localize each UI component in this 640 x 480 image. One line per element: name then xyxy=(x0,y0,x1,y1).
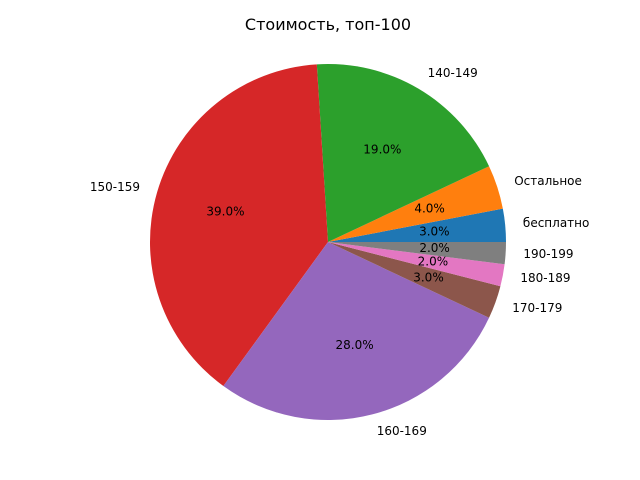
slice-percent-7: 2.0% xyxy=(418,255,449,269)
slice-percent-4: 39.0% xyxy=(206,205,244,219)
slice-label-5: 160-169 xyxy=(377,424,427,438)
slice-label-6: 170-179 xyxy=(512,301,562,315)
pie-slice-4 xyxy=(149,64,328,387)
pie-slice-1 xyxy=(328,208,506,242)
pie-slice-8 xyxy=(328,242,506,265)
slice-percent-1: 3.0% xyxy=(419,224,450,238)
slice-percent-2: 4.0% xyxy=(414,201,445,215)
pie-slice-5 xyxy=(223,242,490,420)
pie-slice-3 xyxy=(316,64,490,243)
pie-slices xyxy=(149,64,506,420)
slice-percent-5: 28.0% xyxy=(335,338,373,352)
pie-slice-7 xyxy=(328,242,505,287)
slice-percent-3: 19.0% xyxy=(363,143,401,157)
pie-slice-6 xyxy=(328,242,501,318)
chart-title: Стоимость, топ-100 xyxy=(245,15,411,34)
slice-label-2: Остальное xyxy=(514,174,582,188)
slice-label-3: 140-149 xyxy=(428,66,478,80)
pie-labels: бесплатно 3.0% Остальное 4.0% 140-149 19.0% 15… xyxy=(90,66,590,438)
slice-percent-6: 3.0% xyxy=(413,271,444,285)
slice-label-4: 150-159 xyxy=(90,180,140,194)
pie-slice-2 xyxy=(328,166,503,242)
slice-label-8: 190-199 xyxy=(523,247,573,261)
slice-label-1: бесплатно xyxy=(523,216,589,230)
slice-percent-8: 2.0% xyxy=(419,241,450,255)
slice-label-7: 180-189 xyxy=(520,271,570,285)
